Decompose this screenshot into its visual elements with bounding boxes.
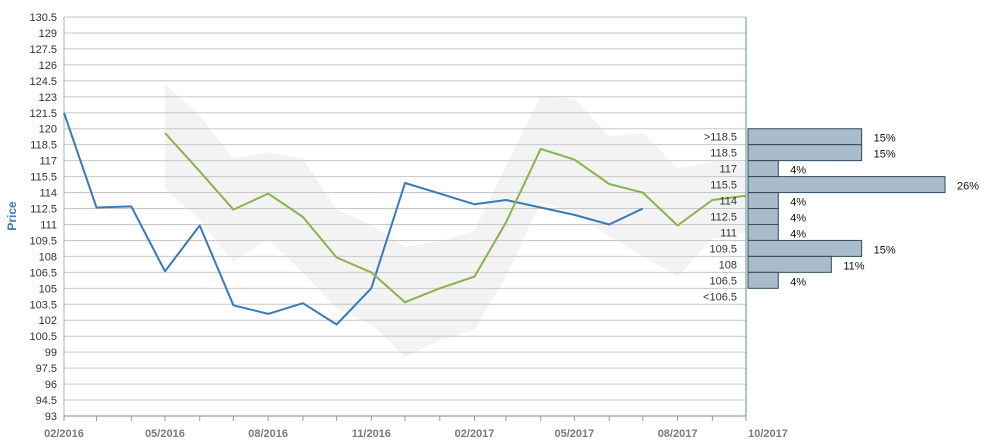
y-tick-label: 121.5 bbox=[29, 108, 57, 120]
distribution-bar bbox=[747, 239, 863, 257]
y-tick-label: 127.5 bbox=[29, 44, 57, 56]
x-tick-label: 08/2016 bbox=[248, 428, 288, 440]
distribution-bar bbox=[747, 255, 832, 273]
x-tick-label: 05/2016 bbox=[145, 428, 185, 440]
distribution-bar-value: 15% bbox=[874, 244, 896, 256]
distribution-bar-value: 4% bbox=[790, 228, 806, 240]
y-tick-label: 100.5 bbox=[29, 331, 57, 343]
distribution-bar-value: 4% bbox=[790, 213, 806, 225]
price-history-line bbox=[63, 112, 644, 326]
forecast-line bbox=[164, 132, 747, 304]
distribution-bin-label: 115.5 bbox=[710, 180, 737, 192]
distribution-bar bbox=[747, 160, 779, 178]
distribution-bar-value: 11% bbox=[843, 260, 864, 272]
x-tick-label: 11/2016 bbox=[352, 428, 391, 440]
y-tick-label: 114 bbox=[39, 188, 57, 200]
y-tick-label: 120 bbox=[39, 124, 57, 136]
distribution-bar-value: 26% bbox=[957, 181, 979, 193]
y-tick-label: 115.5 bbox=[30, 172, 57, 184]
y-tick-label: 105 bbox=[39, 283, 57, 295]
distribution-bar-value: 15% bbox=[874, 149, 896, 161]
distribution-bin-label: 106.5 bbox=[709, 275, 737, 287]
distribution-bar bbox=[747, 128, 863, 146]
distribution-bar bbox=[747, 192, 779, 210]
distribution-bar-value: 4% bbox=[790, 197, 806, 209]
y-tick-label: 108 bbox=[39, 251, 57, 263]
y-tick-label: 109.5 bbox=[29, 235, 57, 247]
distribution-bin-label: 109.5 bbox=[709, 243, 737, 255]
distribution-bin-label: 114 bbox=[719, 196, 737, 208]
distribution-bin-label: 117 bbox=[719, 164, 737, 176]
x-tick-label: 08/2017 bbox=[658, 428, 698, 440]
y-axis-label: Price bbox=[5, 201, 19, 231]
y-tick-label: 99 bbox=[45, 347, 57, 359]
distribution-bin-label: >118.5 bbox=[704, 132, 737, 144]
y-tick-label: 123 bbox=[39, 92, 57, 104]
y-tick-label: 111 bbox=[40, 219, 57, 231]
distribution-bar bbox=[747, 208, 779, 225]
y-tick-label: 126 bbox=[39, 60, 57, 72]
distribution-bar bbox=[747, 144, 863, 162]
y-tick-label: 102 bbox=[39, 315, 57, 327]
y-tick-label: 93 bbox=[45, 411, 57, 423]
y-tick-label: 112.5 bbox=[30, 204, 57, 216]
y-tick-label: 106.5 bbox=[29, 267, 57, 279]
y-tick-label: 97.5 bbox=[36, 363, 57, 375]
y-tick-label: 129 bbox=[39, 28, 57, 40]
y-tick-label: 103.5 bbox=[29, 299, 57, 311]
distribution-bar-value: 4% bbox=[790, 276, 806, 288]
distribution-bar-value: 15% bbox=[874, 133, 896, 145]
x-tick-label: 05/2017 bbox=[554, 428, 594, 440]
x-tick-label: 02/2016 bbox=[44, 428, 84, 440]
distribution-bin-label: 111 bbox=[720, 227, 737, 239]
x-tick-label: 02/2017 bbox=[455, 428, 495, 440]
forecast-band bbox=[165, 84, 746, 357]
distribution-bin-label: 118.5 bbox=[710, 148, 737, 160]
distribution-bar bbox=[747, 223, 779, 241]
y-tick-label: 96 bbox=[45, 379, 57, 391]
distribution-bar bbox=[747, 176, 946, 194]
distribution-bin-label: 108 bbox=[719, 259, 737, 271]
distribution-bar bbox=[747, 271, 779, 289]
distribution-bin-label: 112.5 bbox=[710, 212, 737, 224]
y-tick-label: 130.5 bbox=[29, 12, 57, 24]
x-tick-label: 10/2017 bbox=[748, 428, 788, 440]
y-tick-label: 118.5 bbox=[30, 140, 57, 152]
distribution-bin-label: <106.5 bbox=[703, 291, 737, 303]
y-tick-label: 117 bbox=[39, 156, 57, 168]
y-tick-label: 94.5 bbox=[36, 395, 57, 407]
distribution-bar-value: 4% bbox=[790, 165, 806, 177]
y-tick-label: 124.5 bbox=[29, 76, 57, 88]
